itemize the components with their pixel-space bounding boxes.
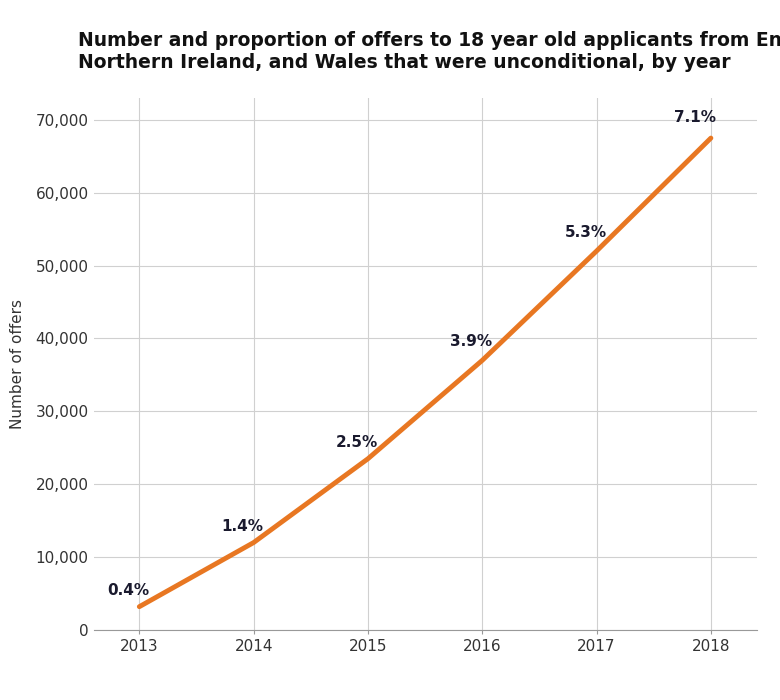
Text: 2.5%: 2.5% (336, 435, 378, 450)
Text: Number and proportion of offers to 18 year old applicants from England,: Number and proportion of offers to 18 ye… (78, 32, 780, 50)
Text: 3.9%: 3.9% (450, 335, 492, 349)
Text: Northern Ireland, and Wales that were unconditional, by year: Northern Ireland, and Wales that were un… (78, 52, 731, 71)
Text: 7.1%: 7.1% (674, 110, 716, 125)
Text: 0.4%: 0.4% (108, 583, 150, 598)
Y-axis label: Number of offers: Number of offers (9, 299, 24, 429)
Text: 5.3%: 5.3% (565, 225, 607, 240)
Text: 1.4%: 1.4% (222, 519, 264, 534)
